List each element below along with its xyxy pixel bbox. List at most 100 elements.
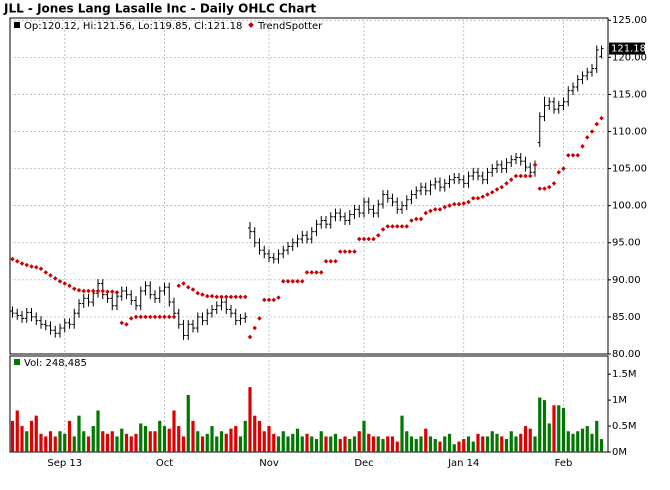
volume-bar <box>120 428 124 452</box>
volume-panel <box>9 355 609 453</box>
trend-dot <box>190 287 196 292</box>
volume-bar <box>419 436 423 452</box>
volume-bar <box>248 387 252 452</box>
trend-dot <box>157 314 163 320</box>
volume-bar <box>91 426 95 452</box>
volume-bar <box>253 415 257 452</box>
trend-dot <box>314 270 319 275</box>
trend-dot <box>185 284 191 290</box>
legend-swatch <box>14 359 20 365</box>
volume-bar <box>438 441 442 452</box>
y-tick-label: 105.00 <box>612 164 647 175</box>
trend-dot <box>276 295 281 300</box>
trend-dot <box>333 259 338 264</box>
x-tick-label: Dec <box>354 458 373 469</box>
trend-dot <box>147 314 153 320</box>
volume-bar <box>129 436 133 452</box>
volume-bar <box>414 439 418 452</box>
y-tick-label: 0M <box>612 447 627 458</box>
volume-bar <box>39 433 43 452</box>
trend-dot <box>200 292 205 297</box>
volume-bar <box>519 433 523 452</box>
volume-bar <box>371 436 376 452</box>
volume-bar <box>196 431 200 452</box>
trend-dot <box>138 314 144 320</box>
trend-dot <box>328 259 334 264</box>
trend-dot <box>233 294 239 300</box>
trend-dot <box>128 316 134 321</box>
trend-dot <box>451 201 457 207</box>
volume-bar <box>58 431 62 452</box>
volume-bar <box>77 415 81 452</box>
volume-bar <box>357 431 361 452</box>
y-tick-label: 95.00 <box>612 238 641 249</box>
volume-bar <box>105 433 110 452</box>
trend-dot <box>508 177 514 182</box>
volume-bar <box>44 436 48 452</box>
volume-bar <box>352 436 357 452</box>
volume-bar <box>124 433 129 452</box>
volume-bar <box>267 426 271 452</box>
volume-bar <box>310 436 314 452</box>
legend-text: Op:120.12, Hi:121.56, Lo:119.85, Cl:121.… <box>24 21 242 32</box>
x-tick-label: Jan 14 <box>447 458 479 469</box>
y-tick-label: 80.00 <box>612 349 641 360</box>
volume-bar <box>15 410 19 452</box>
trend-dot <box>323 259 329 264</box>
trend-dot <box>337 249 343 254</box>
volume-bar <box>48 431 53 452</box>
volume-bar <box>167 428 171 452</box>
volume-bar <box>86 436 91 452</box>
y-tick-label: 90.00 <box>612 275 641 286</box>
volume-bar <box>72 436 76 452</box>
volume-bar <box>272 433 276 452</box>
trend-dot <box>52 276 58 281</box>
chart-title: JLL - Jones Lang Lasalle Inc - Daily OHL… <box>3 2 316 16</box>
volume-bar <box>262 431 266 452</box>
trend-dot <box>223 294 229 300</box>
volume-bar <box>229 428 233 452</box>
trend-dot <box>280 279 286 284</box>
volume-bar <box>542 400 547 452</box>
volume-bar <box>466 436 471 452</box>
volume-bar <box>452 444 456 452</box>
last-price-box <box>609 42 645 55</box>
trend-dot <box>442 204 448 210</box>
volume-bar <box>471 441 475 452</box>
volume-bar <box>63 433 67 452</box>
volume-bar <box>181 436 186 452</box>
y-tick-label: 110.00 <box>612 126 647 137</box>
trend-dot <box>252 325 258 331</box>
volume-bar <box>101 431 105 452</box>
volume-bar <box>476 433 480 452</box>
volume-bar <box>599 439 604 452</box>
trend-dot <box>195 290 201 296</box>
y-tick-label: 1.5M <box>612 369 637 380</box>
volume-bar <box>557 405 561 452</box>
legend-text: Vol: 248,485 <box>24 358 87 369</box>
volume-bar <box>424 428 428 452</box>
trend-dot <box>271 297 277 303</box>
volume-bar <box>481 436 485 452</box>
volume-bar <box>191 420 195 452</box>
volume-bar <box>67 420 72 452</box>
y-tick-label: 100.00 <box>612 201 647 212</box>
volume-bar <box>329 436 333 452</box>
y-tick-label: 120.00 <box>612 52 647 63</box>
volume-bar <box>509 431 513 452</box>
trend-dot <box>124 322 129 327</box>
trend-dot <box>219 294 224 300</box>
trend-dot <box>475 195 481 201</box>
trend-dot <box>48 273 53 278</box>
volume-bar <box>10 420 15 452</box>
last-price-label: 121.18 <box>611 44 646 55</box>
volume-bar <box>495 433 499 452</box>
trend-dot <box>318 270 324 275</box>
volume-bar <box>115 436 119 452</box>
volume-bar <box>162 426 167 452</box>
volume-bar <box>443 436 447 452</box>
volume-bar <box>234 426 238 452</box>
volume-bar <box>257 420 262 452</box>
trend-dot <box>181 281 186 286</box>
legend-swatch <box>248 22 254 28</box>
